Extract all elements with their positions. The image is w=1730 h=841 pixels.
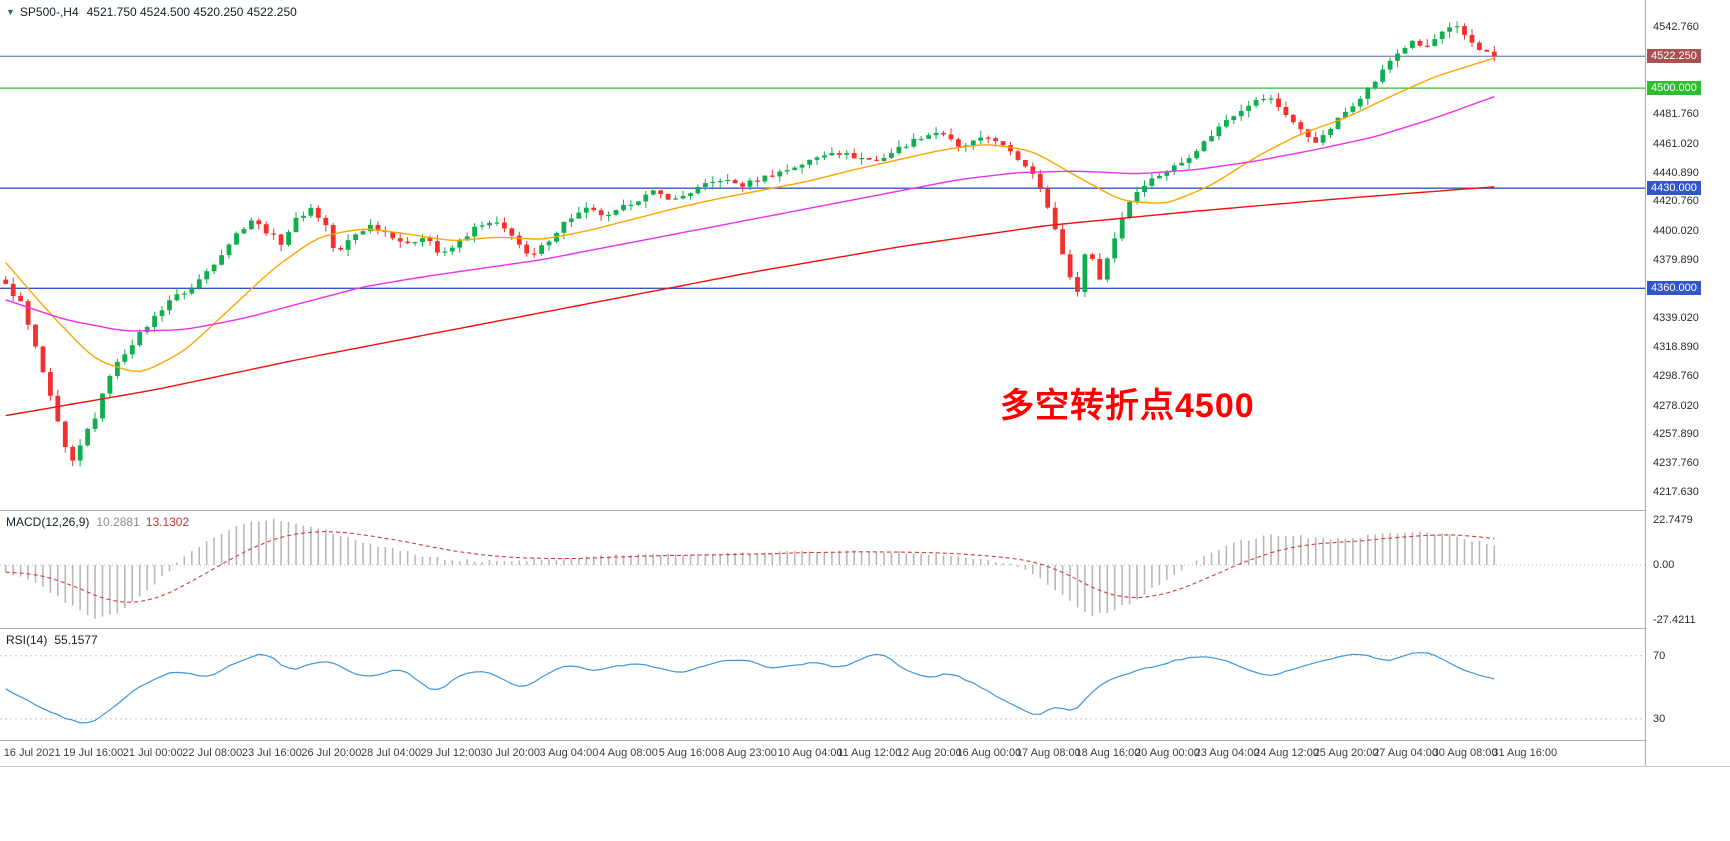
macd-histogram bbox=[4, 518, 1496, 619]
price-tick-label: 4217.630 bbox=[1653, 485, 1699, 498]
time-axis-label: 4 Aug 08:00 bbox=[599, 747, 658, 759]
time-axis-label: 22 Jul 08:00 bbox=[182, 747, 243, 759]
rsi-canvas[interactable] bbox=[0, 629, 1730, 740]
time-axis-label: 17 Aug 08:00 bbox=[1015, 747, 1081, 759]
time-axis-label: 12 Aug 20:00 bbox=[896, 747, 962, 759]
macd-scale-label: 22.7479 bbox=[1653, 513, 1693, 526]
price-tick-label: 4420.760 bbox=[1653, 195, 1699, 208]
time-axis-label: 5 Aug 16:00 bbox=[658, 747, 718, 759]
level-4360-price-tag[interactable]: 4360.000 bbox=[1647, 281, 1701, 296]
price-tick-label: 4400.020 bbox=[1653, 225, 1699, 238]
time-axis-label: 3 Aug 04:00 bbox=[539, 747, 599, 759]
time-axis-label: 28 Jul 04:00 bbox=[361, 747, 421, 759]
time-axis[interactable]: 16 Jul 2021 19 Jul 16:00 21 Jul 00:00 22 Ju… bbox=[0, 740, 1730, 766]
candles bbox=[3, 21, 1497, 467]
price-tick-label: 4237.760 bbox=[1653, 457, 1699, 470]
price-tick-label: 4379.890 bbox=[1653, 253, 1699, 266]
time-axis-label: 19 Jul 16:00 bbox=[63, 747, 124, 759]
rsi-label: RSI(14) 55.1577 bbox=[6, 633, 98, 647]
ma-fast-orange bbox=[5, 57, 1495, 373]
price-tick-label: 4440.890 bbox=[1653, 166, 1699, 179]
time-axis-label: 30 Jul 20:00 bbox=[480, 747, 541, 759]
time-axis-label: 10 Aug 04:00 bbox=[777, 747, 843, 759]
level-4430-price-tag[interactable]: 4430.000 bbox=[1647, 181, 1701, 196]
price-tick-label: 4339.020 bbox=[1653, 312, 1699, 325]
time-axis-label: 23 Jul 16:00 bbox=[241, 747, 302, 759]
macd-panel: MACD(12,26,9) 10.2881 13.1302 bbox=[0, 510, 1730, 628]
macd-scale-label: 0.00 bbox=[1653, 559, 1675, 571]
time-axis-label: 8 Aug 23:00 bbox=[718, 747, 777, 759]
price-tick-label: 4257.890 bbox=[1653, 428, 1699, 441]
chart-title: ▼ SP500-,H4 4521.750 4524.500 4520.250 452… bbox=[6, 5, 297, 19]
price-tick-label: 4278.020 bbox=[1653, 399, 1699, 412]
macd-main-value: 10.2881 bbox=[96, 515, 140, 529]
macd-name: MACD(12,26,9) bbox=[6, 515, 90, 529]
chart-title-symbol: SP500-,H4 bbox=[19, 5, 79, 19]
time-axis-label: 20 Aug 00:00 bbox=[1135, 747, 1200, 759]
ma-slow-red bbox=[5, 186, 1495, 417]
time-axis-label: 23 Aug 04:00 bbox=[1194, 747, 1260, 759]
main-chart-panel: ▼ SP500-,H4 4521.750 4524.500 4520.250 452… bbox=[0, 0, 1730, 510]
chart-title-quote: 4521.750 4524.500 4520.250 4522.250 bbox=[86, 5, 297, 19]
time-axis-label: 11 Aug 12:00 bbox=[837, 747, 902, 759]
macd-canvas[interactable] bbox=[0, 511, 1730, 628]
macd-label: MACD(12,26,9) 10.2881 13.1302 bbox=[6, 515, 189, 529]
rsi-panel: RSI(14) 55.1577 bbox=[0, 628, 1730, 740]
price-tick-label: 4481.760 bbox=[1653, 108, 1699, 121]
annotation-text: 多空转折点4500 bbox=[1000, 387, 1255, 425]
time-axis-label: 26 Jul 20:00 bbox=[301, 747, 362, 759]
rsi-line bbox=[5, 652, 1495, 724]
time-axis-label: 27 Aug 04:00 bbox=[1373, 747, 1439, 759]
price-scale[interactable]: 4542.760 4481.760 4461.020 4440.890 4420.760… bbox=[1645, 0, 1730, 766]
price-tick-label: 4461.020 bbox=[1653, 137, 1699, 150]
main-chart-canvas[interactable] bbox=[0, 0, 1730, 510]
time-axis-label: 25 Aug 20:00 bbox=[1313, 747, 1379, 759]
time-axis-label: 21 Jul 00:00 bbox=[122, 747, 183, 759]
time-axis-label: 31 Aug 16:00 bbox=[1492, 747, 1558, 759]
ma-medium-magenta bbox=[5, 96, 1495, 332]
price-tick-label: 4298.760 bbox=[1653, 369, 1699, 382]
time-axis-label: 18 Aug 16:00 bbox=[1075, 747, 1141, 759]
rsi-scale-label: 30 bbox=[1653, 712, 1666, 725]
rsi-name: RSI(14) bbox=[6, 633, 48, 647]
macd-signal-line bbox=[5, 530, 1495, 603]
time-axis-label: 16 Jul 2021 bbox=[3, 747, 61, 759]
price-tick-label: 4542.760 bbox=[1653, 20, 1699, 33]
macd-scale-label: -27.4211 bbox=[1653, 613, 1696, 626]
bottom-divider bbox=[0, 766, 1730, 767]
rsi-scale-label: 70 bbox=[1653, 649, 1666, 662]
rsi-value: 55.1577 bbox=[54, 633, 98, 647]
time-axis-label: 30 Aug 08:00 bbox=[1432, 747, 1498, 759]
bid-price-tag[interactable]: 4522.250 bbox=[1647, 49, 1701, 64]
symbol-marker-icon: ▼ bbox=[6, 7, 15, 17]
level-4500-price-tag[interactable]: 4500.000 bbox=[1647, 81, 1701, 96]
time-axis-label: 29 Jul 12:00 bbox=[420, 747, 481, 759]
time-axis-label: 16 Aug 00:00 bbox=[956, 747, 1022, 759]
price-tick-label: 4318.890 bbox=[1653, 341, 1699, 354]
macd-signal-value: 13.1302 bbox=[145, 515, 190, 529]
time-axis-label: 24 Aug 12:00 bbox=[1254, 747, 1319, 759]
